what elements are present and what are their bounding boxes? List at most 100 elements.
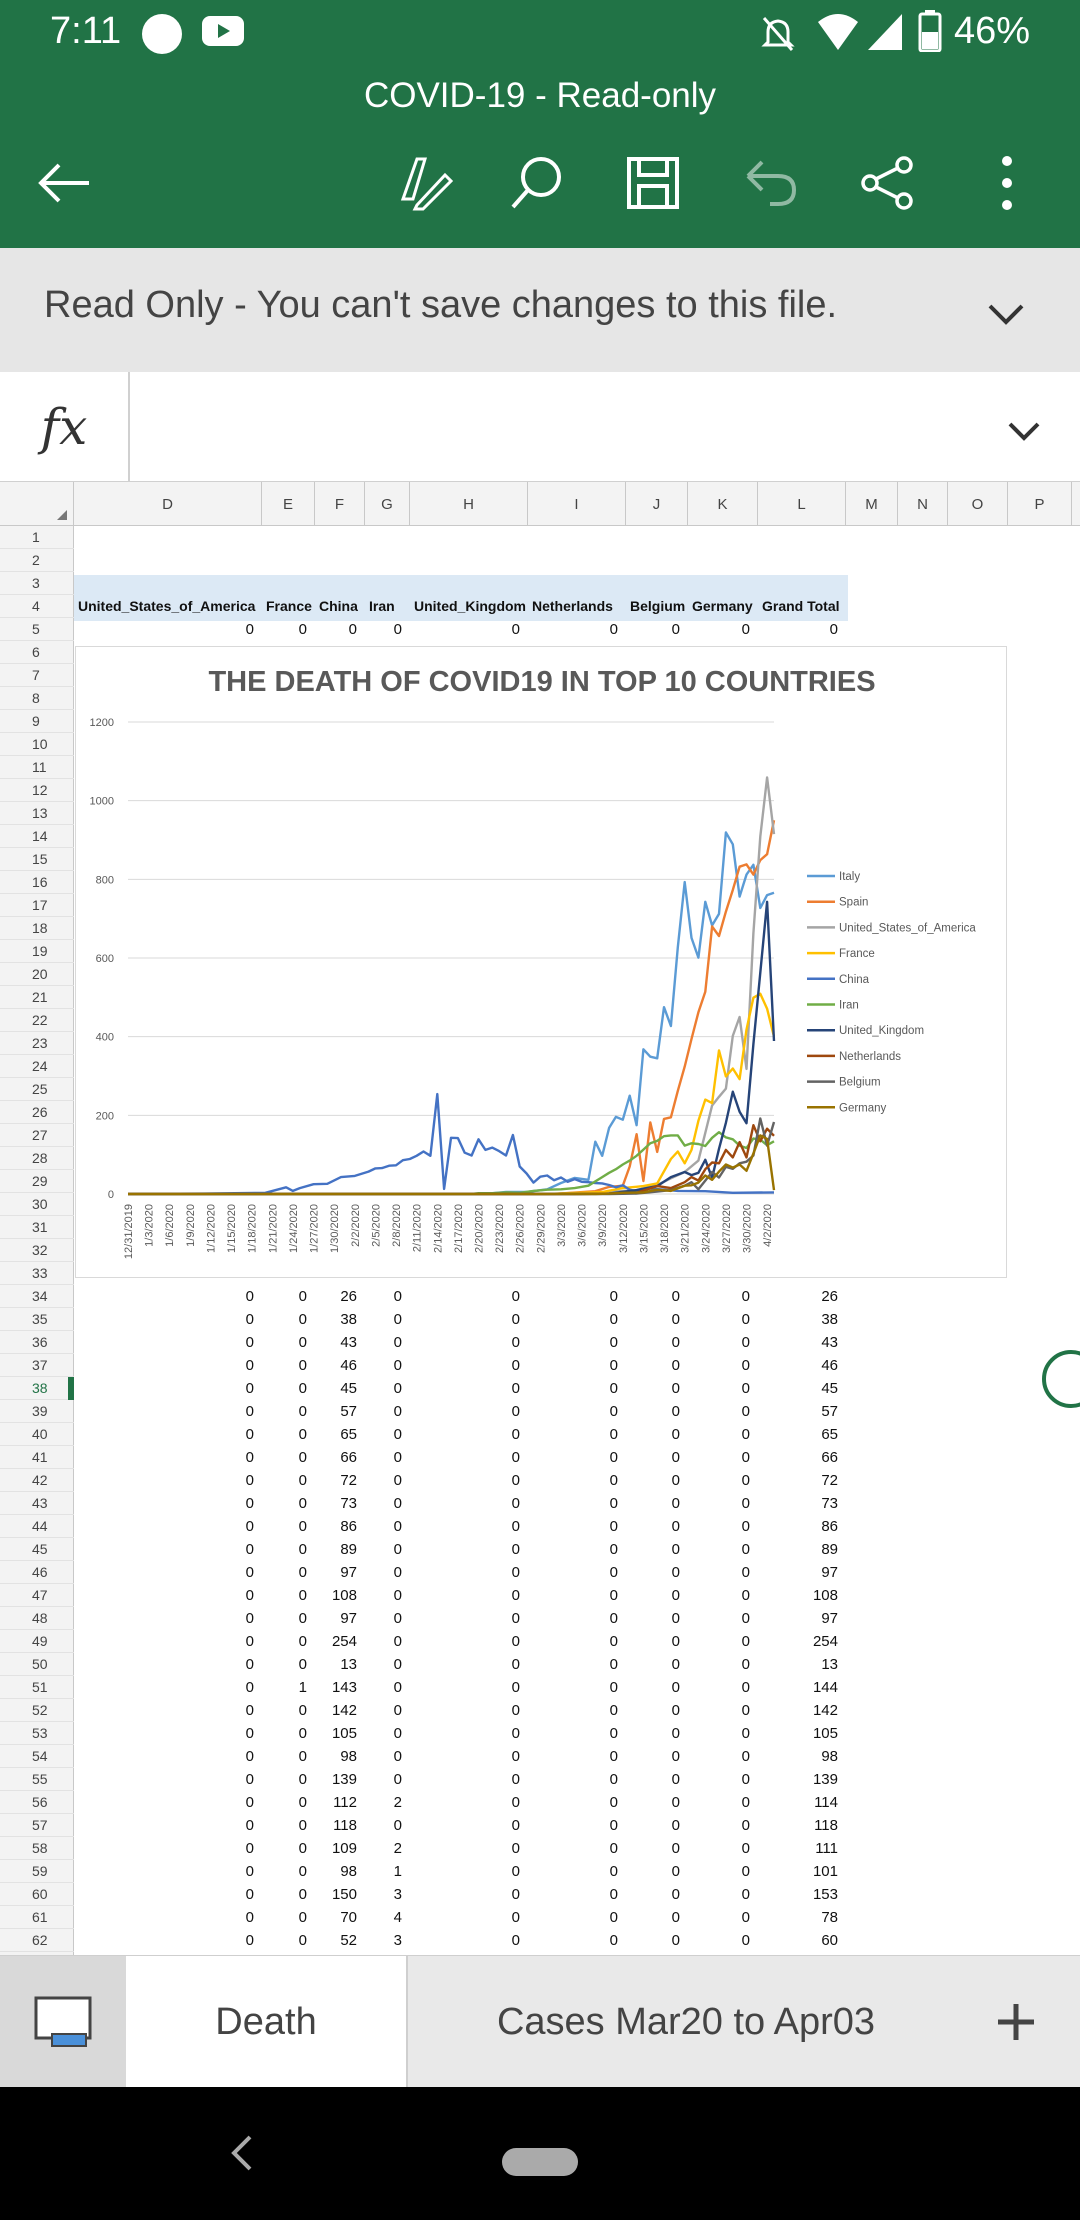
row-header[interactable]: 38 (0, 1377, 74, 1400)
cell[interactable]: 0 (609, 1380, 618, 1397)
row-header[interactable]: 12 (0, 779, 74, 802)
row-header[interactable]: 35 (0, 1308, 74, 1331)
cell[interactable]: 0 (609, 1334, 618, 1351)
cell[interactable]: 0 (609, 1863, 618, 1880)
cell[interactable]: 0 (245, 1794, 254, 1811)
cell[interactable]: 0 (741, 1909, 750, 1926)
cell[interactable]: 0 (298, 1288, 307, 1305)
cell[interactable]: 43 (340, 1334, 357, 1351)
cell[interactable]: 3 (393, 1932, 402, 1949)
chevron-down-icon[interactable] (984, 292, 1028, 336)
cell[interactable]: 78 (821, 1909, 838, 1926)
cell[interactable]: 0 (245, 1495, 254, 1512)
cell[interactable]: 0 (671, 1587, 680, 1604)
cell[interactable]: 0 (511, 1794, 520, 1811)
row-header[interactable]: 4 (0, 595, 74, 618)
cell[interactable]: 0 (245, 1357, 254, 1374)
cell[interactable]: 2 (393, 1840, 402, 1857)
row-header[interactable]: 49 (0, 1630, 74, 1653)
cell[interactable]: 65 (340, 1426, 357, 1443)
cell[interactable]: 0 (511, 1495, 520, 1512)
cell[interactable]: 0 (245, 1541, 254, 1558)
cell[interactable]: 0 (245, 1679, 254, 1696)
header-cell[interactable]: Grand Total (762, 598, 840, 614)
cell[interactable]: 0 (511, 1380, 520, 1397)
row-header[interactable]: 33 (0, 1262, 74, 1285)
cell[interactable]: 0 (245, 621, 254, 638)
row-header[interactable]: 21 (0, 986, 74, 1009)
cell[interactable]: 0 (245, 1403, 254, 1420)
cell[interactable]: 0 (511, 1909, 520, 1926)
column-header-d[interactable]: D (74, 482, 262, 526)
cell[interactable]: 0 (298, 1541, 307, 1558)
row-header[interactable]: 37 (0, 1354, 74, 1377)
cell[interactable]: 0 (609, 1656, 618, 1673)
cell[interactable]: 0 (245, 1748, 254, 1765)
cell[interactable]: 0 (298, 1334, 307, 1351)
row-header[interactable]: 32 (0, 1239, 74, 1262)
cell[interactable]: 0 (671, 1725, 680, 1742)
cell[interactable]: 0 (298, 1311, 307, 1328)
cell[interactable]: 0 (298, 1495, 307, 1512)
row-header[interactable]: 18 (0, 917, 74, 940)
cell[interactable]: 0 (245, 1771, 254, 1788)
cell[interactable]: 0 (393, 1656, 402, 1673)
cell[interactable]: 0 (609, 1748, 618, 1765)
row-header[interactable]: 42 (0, 1469, 74, 1492)
row-header[interactable]: 2 (0, 549, 74, 572)
column-header-j[interactable]: J (626, 482, 688, 526)
row-header[interactable]: 59 (0, 1860, 74, 1883)
cell[interactable]: 0 (511, 1403, 520, 1420)
cell[interactable]: 0 (671, 1840, 680, 1857)
cell[interactable]: 0 (609, 1587, 618, 1604)
cell[interactable]: 0 (511, 1472, 520, 1489)
cell[interactable]: 0 (245, 1656, 254, 1673)
cell[interactable]: 0 (671, 1311, 680, 1328)
cell[interactable]: 0 (348, 621, 357, 638)
cell[interactable]: 0 (511, 621, 520, 638)
row-header[interactable]: 36 (0, 1331, 74, 1354)
cell[interactable]: 0 (511, 1702, 520, 1719)
select-all-corner[interactable] (0, 482, 74, 526)
cell[interactable]: 0 (671, 1449, 680, 1466)
cell[interactable]: 0 (671, 1495, 680, 1512)
header-cell[interactable]: United_States_of_America (78, 598, 256, 614)
cell[interactable]: 0 (245, 1380, 254, 1397)
cell[interactable]: 0 (609, 1472, 618, 1489)
row-header[interactable]: 56 (0, 1791, 74, 1814)
cell[interactable]: 38 (821, 1311, 838, 1328)
row-header[interactable]: 20 (0, 963, 74, 986)
cell[interactable]: 97 (821, 1610, 838, 1627)
cell[interactable]: 0 (671, 1357, 680, 1374)
header-cell[interactable]: France (266, 598, 312, 614)
cell[interactable]: 3 (393, 1886, 402, 1903)
cell[interactable]: 0 (671, 1288, 680, 1305)
cell[interactable]: 0 (741, 1748, 750, 1765)
cell[interactable]: 86 (340, 1518, 357, 1535)
cell[interactable]: 98 (340, 1863, 357, 1880)
cell[interactable]: 114 (814, 1794, 838, 1811)
cell[interactable]: 73 (340, 1495, 357, 1512)
more-options-button[interactable] (972, 148, 1042, 218)
cell[interactable]: 97 (340, 1610, 357, 1627)
column-header-i[interactable]: I (528, 482, 626, 526)
cell[interactable]: 0 (298, 1449, 307, 1466)
cell[interactable]: 0 (511, 1288, 520, 1305)
cell[interactable]: 105 (812, 1725, 838, 1742)
cell[interactable]: 0 (741, 1564, 750, 1581)
add-sheet-button[interactable] (976, 1956, 1056, 2088)
cell[interactable]: 0 (511, 1748, 520, 1765)
cell[interactable]: 0 (511, 1311, 520, 1328)
row-header[interactable]: 58 (0, 1837, 74, 1860)
cell[interactable]: 0 (298, 1886, 307, 1903)
row-header[interactable]: 48 (0, 1607, 74, 1630)
cell[interactable]: 0 (609, 1817, 618, 1834)
cell[interactable]: 0 (671, 1748, 680, 1765)
cell[interactable]: 0 (298, 621, 307, 638)
cell[interactable]: 0 (393, 1426, 402, 1443)
cell[interactable]: 0 (609, 1702, 618, 1719)
cell[interactable]: 0 (511, 1449, 520, 1466)
cell[interactable]: 0 (511, 1725, 520, 1742)
cell[interactable]: 0 (393, 1541, 402, 1558)
row-header[interactable]: 39 (0, 1400, 74, 1423)
